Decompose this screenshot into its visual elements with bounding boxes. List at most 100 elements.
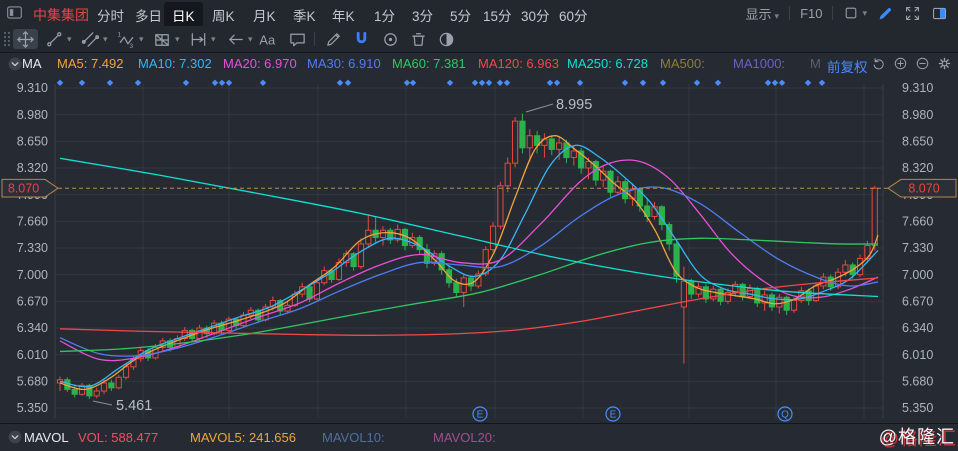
pan-tool[interactable] bbox=[13, 29, 38, 49]
stock-symbol[interactable]: 中集集团 bbox=[33, 7, 89, 23]
svg-text:Q: Q bbox=[781, 410, 789, 421]
divider bbox=[314, 32, 315, 46]
vol-value-mavol10: MAVOL10: bbox=[322, 430, 385, 445]
watermark: @格隆汇 bbox=[878, 427, 955, 447]
svg-text:5.350: 5.350 bbox=[17, 401, 48, 415]
collapse-chevron-icon[interactable] bbox=[7, 429, 23, 445]
svg-text:5.680: 5.680 bbox=[17, 375, 48, 389]
svg-text:5.350: 5.350 bbox=[902, 401, 933, 415]
svg-text:6.340: 6.340 bbox=[17, 321, 48, 335]
svg-text:E: E bbox=[477, 410, 484, 421]
news-diamond-icon bbox=[106, 79, 114, 86]
ma-line-ma5 bbox=[59, 135, 879, 391]
news-diamond-icon bbox=[503, 79, 511, 86]
ma-line-ma120 bbox=[59, 277, 879, 336]
news-diamond-icon bbox=[182, 79, 190, 86]
svg-text:7.660: 7.660 bbox=[902, 215, 933, 229]
svg-text:6.670: 6.670 bbox=[17, 295, 48, 309]
svg-text:7.330: 7.330 bbox=[17, 241, 48, 255]
text-tool[interactable]: Aa bbox=[258, 29, 277, 49]
ma-value-ma250: MA250: 6.728 bbox=[567, 56, 648, 71]
news-diamond-icon bbox=[496, 79, 504, 86]
layout-panel-icon[interactable] bbox=[6, 4, 23, 21]
news-diamond-icon bbox=[778, 79, 786, 86]
news-diamond-icon bbox=[259, 79, 267, 86]
event-marker-q bbox=[777, 406, 793, 422]
tab-多日[interactable]: 多日 bbox=[135, 9, 162, 24]
svg-text:8.320: 8.320 bbox=[17, 161, 48, 175]
tab-60分[interactable]: 60分 bbox=[559, 9, 588, 24]
tab-季K[interactable]: 季K bbox=[293, 9, 316, 24]
tab-3分[interactable]: 3分 bbox=[412, 9, 434, 24]
news-diamond-markers[interactable] bbox=[56, 79, 826, 86]
contrast-tool[interactable] bbox=[437, 29, 456, 49]
pencil-tool[interactable] bbox=[324, 29, 343, 49]
tab-30分[interactable]: 30分 bbox=[521, 9, 550, 24]
tab-1分[interactable]: 1分 bbox=[374, 9, 396, 24]
svg-text:8.650: 8.650 bbox=[902, 135, 933, 149]
channel-tool[interactable]: ▾ bbox=[81, 29, 108, 49]
tab-5分[interactable]: 5分 bbox=[450, 9, 472, 24]
tab-bar: 中集集团 分时 多日 日K 周K 月K 季K 年K 1分 3分 5分 15分 30分 60分 显示 ▾ F… bbox=[0, 0, 958, 28]
tab-月K[interactable]: 月K bbox=[253, 9, 276, 24]
undo-icon[interactable] bbox=[871, 56, 886, 71]
drag-handle[interactable] bbox=[3, 31, 11, 47]
fullscreen-icon[interactable] bbox=[904, 5, 921, 22]
measure-tool[interactable]: ▾ bbox=[189, 29, 216, 49]
tab-日K[interactable]: 日K bbox=[164, 2, 203, 28]
tab-年K[interactable]: 年K bbox=[332, 9, 355, 24]
ma-group-label: MA bbox=[22, 56, 42, 71]
news-diamond-icon bbox=[446, 79, 454, 86]
panel-right-icon[interactable] bbox=[931, 5, 948, 22]
gann-box-tool[interactable]: ▾ bbox=[153, 29, 180, 49]
chevron-down-icon: ▾ bbox=[862, 7, 867, 18]
news-diamond-icon bbox=[621, 79, 629, 86]
ma-value-ma5: MA5: 7.492 bbox=[57, 56, 124, 71]
tab-周K[interactable]: 周K bbox=[212, 9, 235, 24]
svg-text:8.320: 8.320 bbox=[902, 161, 933, 175]
square-select-dropdown[interactable]: ▾ bbox=[843, 5, 867, 21]
f10-button[interactable]: F10 bbox=[800, 5, 823, 21]
zoom-in-icon[interactable] bbox=[893, 56, 908, 71]
trendline-tool[interactable]: ▾ bbox=[45, 29, 72, 49]
svg-text:5.461: 5.461 bbox=[116, 398, 152, 414]
chevron-down-icon: ▾ bbox=[139, 33, 144, 44]
tab-15分[interactable]: 15分 bbox=[483, 9, 512, 24]
arrow-tool[interactable]: ▾ bbox=[226, 29, 253, 49]
vol-value-mavol20: MAVOL20: bbox=[433, 430, 496, 445]
wave-tool[interactable]: 1 3 ▾ bbox=[117, 29, 144, 49]
zoom-out-icon[interactable] bbox=[915, 56, 930, 71]
news-diamond-icon bbox=[693, 79, 701, 86]
news-diamond-icon bbox=[659, 79, 667, 86]
pen-icon[interactable] bbox=[877, 5, 894, 22]
svg-text:8.980: 8.980 bbox=[902, 108, 933, 122]
news-diamond-icon bbox=[78, 79, 86, 86]
svg-text:9.310: 9.310 bbox=[902, 81, 933, 95]
magnet-tool[interactable] bbox=[352, 29, 371, 49]
target-tool[interactable] bbox=[381, 29, 400, 49]
news-diamond-icon bbox=[471, 79, 479, 86]
news-diamond-icon bbox=[211, 79, 219, 86]
settings-gear-icon[interactable] bbox=[937, 56, 952, 71]
ma-value-ma1000: MA1000: bbox=[733, 56, 786, 71]
news-diamond-icon bbox=[56, 79, 64, 86]
ma-value-ma20: MA20: 6.970 bbox=[223, 56, 297, 71]
trash-tool[interactable] bbox=[409, 29, 428, 49]
ma-line-ma60 bbox=[59, 237, 879, 353]
adjust-mode-button[interactable]: 前复权 bbox=[827, 60, 868, 75]
display-dropdown[interactable]: 显示 ▾ bbox=[745, 6, 780, 22]
tab-分时[interactable]: 分时 bbox=[97, 9, 124, 24]
collapse-chevron-icon[interactable] bbox=[7, 56, 23, 72]
comment-tool[interactable] bbox=[288, 29, 307, 49]
event-marker-e bbox=[472, 406, 488, 422]
vol-value-mavol5: MAVOL5: 241.656 bbox=[190, 430, 296, 445]
svg-text:6.010: 6.010 bbox=[902, 348, 933, 362]
chevron-down-icon: ▾ bbox=[248, 33, 253, 44]
divider bbox=[789, 6, 791, 20]
chevron-down-icon: ▾ bbox=[103, 33, 108, 44]
vol-value-vol: VOL: 588.477 bbox=[78, 430, 159, 445]
event-marker-e bbox=[605, 406, 621, 422]
ma-lines bbox=[59, 135, 879, 391]
